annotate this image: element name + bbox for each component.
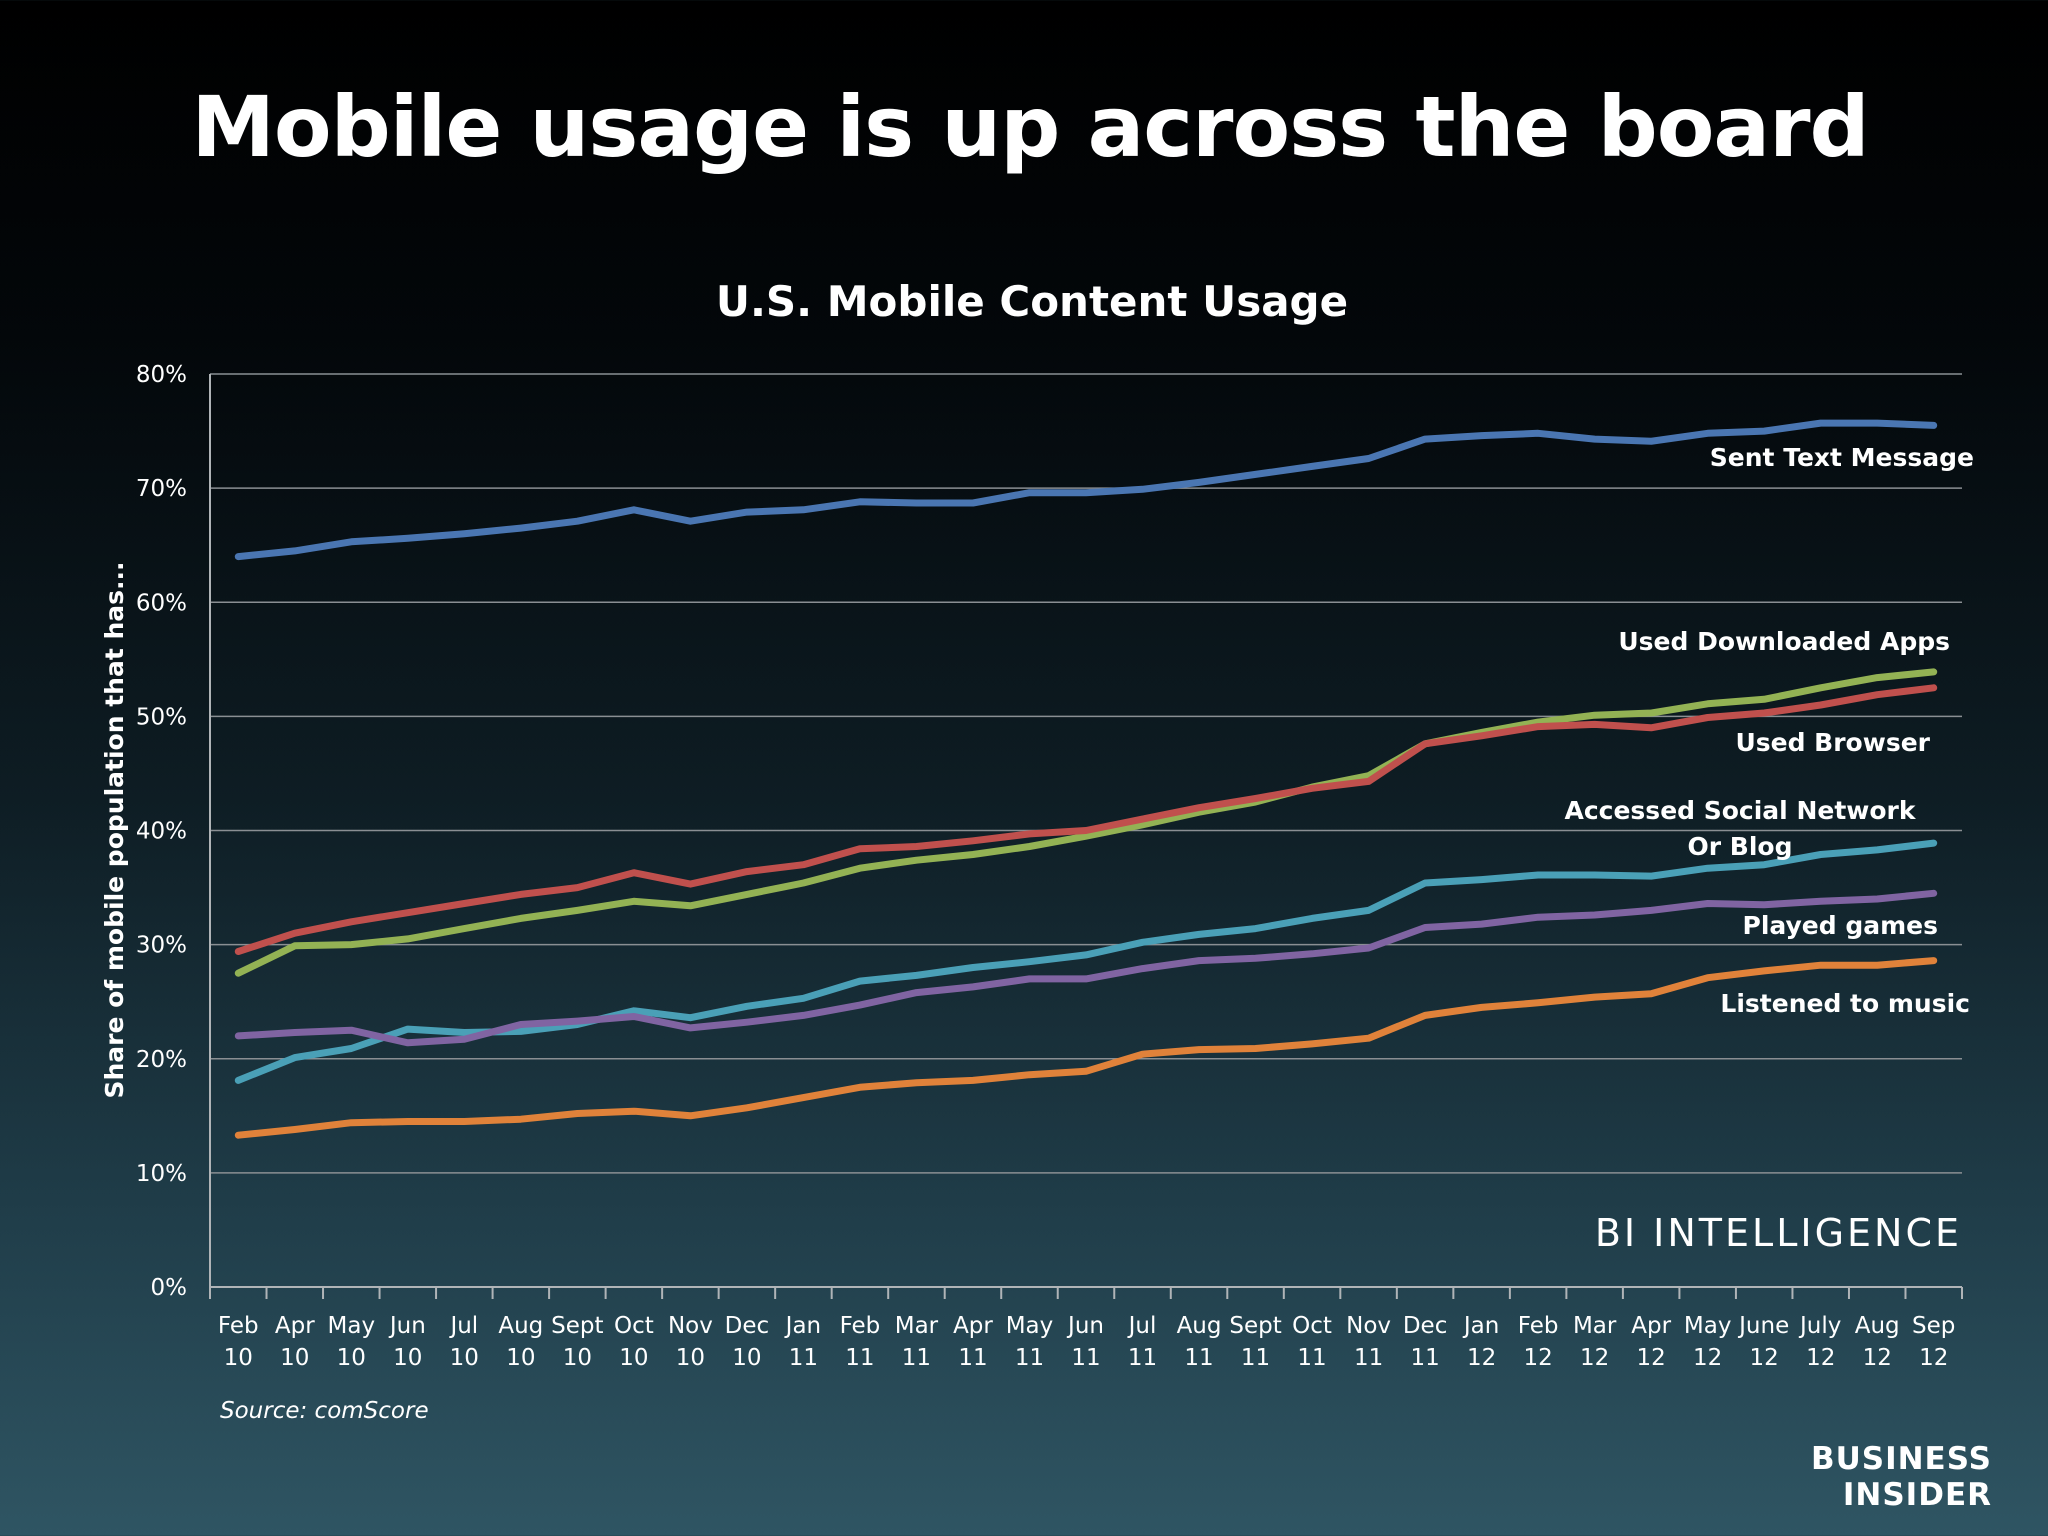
x-tick-label: 12: [1580, 1345, 1609, 1371]
x-tick-label: Aug: [1855, 1313, 1900, 1339]
x-tick-label: 11: [789, 1345, 818, 1371]
x-tick-label: 10: [224, 1345, 253, 1371]
x-tick-label: Jan: [1462, 1313, 1499, 1339]
x-tick-label: 11: [1410, 1345, 1439, 1371]
y-tick-label: 60%: [136, 590, 187, 616]
y-tick-label: 40%: [136, 819, 187, 845]
y-tick-label: 80%: [136, 362, 187, 388]
x-tick-label: Apr: [1631, 1313, 1671, 1339]
x-tick-label: 11: [1071, 1345, 1100, 1371]
x-tick-label: Apr: [953, 1313, 993, 1339]
x-tick-label: 10: [280, 1345, 309, 1371]
x-tick-label: 11: [1184, 1345, 1213, 1371]
x-tick-label: Jun: [1066, 1313, 1104, 1339]
x-tick-label: Oct: [614, 1313, 654, 1339]
x-tick-label: 11: [1128, 1345, 1157, 1371]
x-tick-label: Dec: [725, 1313, 770, 1339]
x-tick-label: 12: [1637, 1345, 1666, 1371]
x-tick-label: June: [1737, 1313, 1789, 1339]
x-tick-label: Feb: [840, 1313, 881, 1339]
x-tick-label: 10: [337, 1345, 366, 1371]
x-tick-label: Jan: [784, 1313, 821, 1339]
x-tick-label: 10: [450, 1345, 479, 1371]
x-tick-label: Nov: [1346, 1313, 1391, 1339]
x-tick-label: 12: [1467, 1345, 1496, 1371]
y-axis-label: Share of mobile population that has...: [100, 561, 129, 1098]
x-tick-label: 10: [506, 1345, 535, 1371]
x-tick-label: 12: [1523, 1345, 1552, 1371]
series-label: Played games: [1743, 911, 1939, 940]
y-tick-label: 50%: [136, 704, 187, 730]
x-tick-label: July: [1798, 1313, 1841, 1339]
x-tick-label: 12: [1863, 1345, 1892, 1371]
business-insider-logo: INSIDER: [1843, 1477, 1992, 1513]
x-tick-label: Aug: [498, 1313, 543, 1339]
x-tick-label: 11: [1241, 1345, 1270, 1371]
x-tick-label: 12: [1750, 1345, 1779, 1371]
x-tick-label: 11: [1015, 1345, 1044, 1371]
x-tick-label: Sept: [551, 1313, 603, 1339]
x-tick-label: Dec: [1403, 1313, 1448, 1339]
series-line: [238, 843, 1933, 1080]
x-tick-label: 12: [1693, 1345, 1722, 1371]
series-label: Used Downloaded Apps: [1618, 627, 1950, 656]
x-tick-label: Mar: [1573, 1313, 1617, 1339]
x-tick-label: 10: [393, 1345, 422, 1371]
x-tick-label: 10: [563, 1345, 592, 1371]
y-tick-label: 20%: [136, 1047, 187, 1073]
series-line: [238, 961, 1933, 1136]
x-tick-label: Sept: [1229, 1313, 1281, 1339]
x-tick-label: Nov: [668, 1313, 713, 1339]
series-label: Sent Text Message: [1710, 443, 1974, 472]
x-tick-label: Jul: [1127, 1313, 1157, 1339]
x-tick-label: May: [1006, 1313, 1054, 1339]
y-tick-label: 0%: [151, 1275, 188, 1301]
x-tick-label: 10: [732, 1345, 761, 1371]
y-tick-label: 10%: [136, 1161, 187, 1187]
x-tick-label: Aug: [1177, 1313, 1222, 1339]
x-tick-label: 11: [1354, 1345, 1383, 1371]
series-label: Listened to music: [1720, 989, 1970, 1018]
bi-intelligence-watermark: BI INTELLIGENCE: [1595, 1211, 1962, 1255]
x-tick-label: Feb: [1518, 1313, 1559, 1339]
x-tick-label: 12: [1806, 1345, 1835, 1371]
y-tick-label: 30%: [136, 933, 187, 959]
x-tick-label: Sep: [1912, 1313, 1955, 1339]
series-label: Or Blog: [1688, 832, 1793, 861]
x-tick-label: 10: [619, 1345, 648, 1371]
series-line: [238, 893, 1933, 1043]
x-tick-label: 11: [845, 1345, 874, 1371]
x-tick-label: Mar: [895, 1313, 939, 1339]
x-tick-label: Feb: [218, 1313, 259, 1339]
series-line: [238, 423, 1933, 556]
x-tick-label: 10: [676, 1345, 705, 1371]
x-tick-label: 12: [1919, 1345, 1948, 1371]
y-tick-label: 70%: [136, 476, 187, 502]
source-note: Source: comScore: [220, 1398, 429, 1424]
x-tick-label: May: [328, 1313, 376, 1339]
x-tick-label: Apr: [275, 1313, 315, 1339]
x-tick-label: 11: [902, 1345, 931, 1371]
x-tick-label: Oct: [1292, 1313, 1332, 1339]
x-tick-label: May: [1684, 1313, 1732, 1339]
x-tick-label: Jul: [448, 1313, 478, 1339]
x-tick-label: 11: [1297, 1345, 1326, 1371]
chart-title: U.S. Mobile Content Usage: [716, 277, 1348, 326]
x-tick-label: 11: [958, 1345, 987, 1371]
series-label: Used Browser: [1735, 728, 1930, 757]
series-label: Accessed Social Network: [1564, 796, 1916, 825]
business-insider-logo: BUSINESS: [1811, 1441, 1992, 1477]
x-tick-label: Jun: [388, 1313, 426, 1339]
